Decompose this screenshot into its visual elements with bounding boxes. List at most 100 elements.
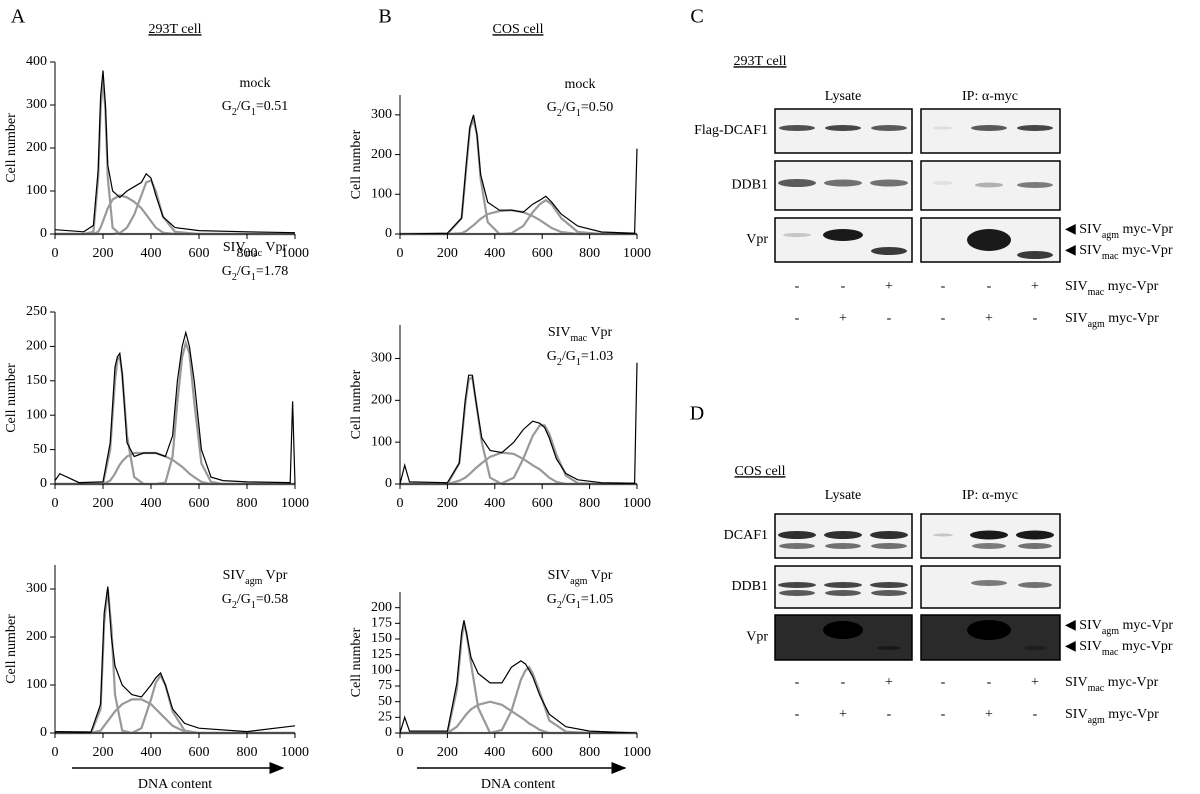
annotation: mock (564, 77, 595, 92)
x-tick-label: 1000 (623, 496, 651, 511)
y-axis-label: Cell number (349, 129, 364, 199)
x-tick-label: 200 (93, 745, 114, 760)
x-tick-label: 800 (237, 496, 258, 511)
text-segment: myc-Vpr (1104, 675, 1158, 690)
y-tick-label: 0 (40, 725, 47, 740)
text-segment: myc-Vpr (1104, 279, 1158, 294)
x-tick-label: 1000 (281, 246, 309, 261)
text-segment: ◀ SIV (1065, 222, 1102, 237)
band (933, 126, 953, 130)
histogram-line (400, 700, 637, 735)
annotation: SIVmac Vpr (548, 325, 613, 344)
text-segment: =0.50 (581, 100, 613, 115)
text-segment: Vpr (587, 325, 612, 340)
text-segment: SIV (1065, 279, 1088, 294)
band (783, 233, 811, 237)
x-tick-label: 800 (579, 745, 600, 760)
x-tick-label: 600 (189, 496, 210, 511)
y-tick-label: 250 (26, 304, 47, 319)
annotation: G2/G1=0.50 (547, 100, 614, 119)
band (823, 229, 863, 241)
treatment-label: SIVagm myc-Vpr (1065, 707, 1159, 726)
treatment-label: SIVmac myc-Vpr (1065, 279, 1159, 298)
band (967, 620, 1011, 640)
text-segment: SIV (1065, 675, 1088, 690)
histogram-line (55, 698, 295, 735)
text-segment: SIV (548, 568, 571, 583)
row-label: Vpr (746, 630, 768, 645)
band (870, 582, 908, 588)
marker-label: ◀ SIVmac myc-Vpr (1065, 639, 1173, 658)
band (779, 125, 815, 131)
row-label: DDB1 (731, 178, 768, 193)
y-tick-label: 0 (385, 725, 392, 740)
histogram-line (54, 70, 296, 234)
annotation: G2/G1=1.05 (547, 592, 614, 611)
text-segment: agm (570, 576, 587, 587)
band (877, 646, 901, 650)
y-tick-label: 175 (371, 616, 392, 631)
annotation: mock (239, 76, 270, 91)
band (1018, 543, 1052, 549)
histogram-line (400, 209, 637, 236)
y-axis-label: Cell number (349, 369, 364, 439)
sign: - (795, 675, 800, 690)
x-tick-label: 400 (484, 745, 505, 760)
sign: - (841, 675, 846, 690)
sign: + (1031, 279, 1039, 294)
y-tick-label: 75 (378, 678, 392, 693)
text-segment: agm (1088, 715, 1105, 726)
sign: + (839, 311, 847, 326)
marker-label: ◀ SIVmac myc-Vpr (1065, 243, 1173, 262)
sign: - (987, 675, 992, 690)
y-tick-label: 0 (385, 226, 392, 241)
text-segment: G (547, 349, 557, 364)
sign: - (795, 707, 800, 722)
band (967, 229, 1011, 251)
band (972, 543, 1006, 549)
y-tick-label: 200 (26, 629, 47, 644)
histogram-line (400, 665, 637, 735)
y-tick-label: 50 (33, 442, 47, 457)
band (1018, 582, 1052, 588)
text-segment: myc-Vpr (1105, 311, 1159, 326)
x-tick-label: 200 (93, 496, 114, 511)
sign: - (987, 279, 992, 294)
text-segment: G (222, 99, 232, 114)
text-segment: myc-Vpr (1119, 222, 1173, 237)
group-label: IP: α-myc (962, 89, 1018, 104)
annotation: SIVagm Vpr (223, 568, 288, 587)
annotation: G2/G1=1.78 (222, 264, 289, 283)
y-tick-label: 300 (26, 97, 47, 112)
text-segment: =0.58 (256, 592, 288, 607)
band (824, 531, 862, 539)
x-tick-label: 0 (52, 246, 59, 261)
histogram-line (400, 424, 637, 486)
annotation: SIVagm Vpr (548, 568, 613, 587)
x-tick-label: 800 (579, 496, 600, 511)
marker-label: ◀ SIVagm myc-Vpr (1065, 618, 1173, 637)
y-tick-label: 50 (378, 694, 392, 709)
text-segment: =1.03 (581, 349, 613, 364)
text-segment: /G (237, 592, 251, 607)
band (970, 530, 1008, 540)
histogram-line (55, 178, 295, 236)
x-tick-label: 0 (397, 745, 404, 760)
text-segment: =1.78 (256, 264, 288, 279)
band (825, 543, 861, 549)
band (778, 179, 816, 187)
text-segment: 1 (576, 357, 581, 368)
x-tick-label: 400 (484, 246, 505, 261)
text-segment: mac (570, 333, 587, 344)
text-segment: ◀ SIV (1065, 618, 1102, 633)
text-segment: SIV (1065, 707, 1088, 722)
sign: + (985, 707, 993, 722)
x-axis-label: DNA content (481, 777, 555, 792)
text-segment: 1 (251, 600, 256, 611)
sign: + (985, 311, 993, 326)
text-segment: 1 (576, 108, 581, 119)
text-segment: ◀ SIV (1065, 243, 1102, 258)
annotation: SIVmac Vpr (223, 240, 288, 259)
x-tick-label: 0 (397, 246, 404, 261)
